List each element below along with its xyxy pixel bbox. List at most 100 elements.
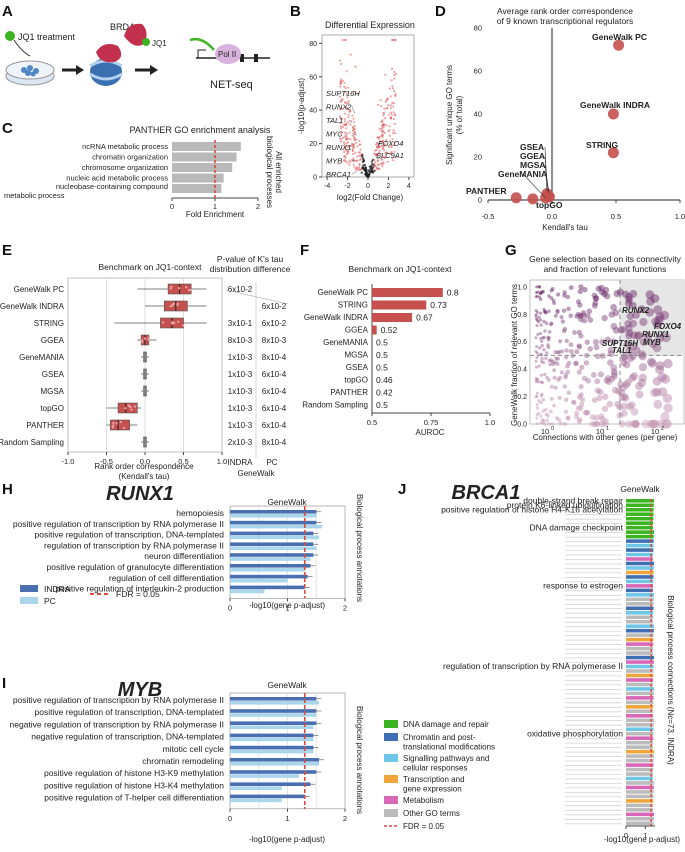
gene-point [629,289,638,298]
volcano-point [392,111,395,114]
gene-point [620,359,628,367]
highlighted-term-label: response to estrogen [543,581,623,591]
volcano-point [380,105,383,108]
chart-d-title-1: Average rank order correspondence [497,6,633,16]
volcano-point [345,92,348,96]
gene-point [555,308,560,313]
term-bar [626,548,654,552]
volcano-point [343,85,346,88]
volcano-point [352,117,355,120]
panel-letter-a: A [2,3,13,20]
y-tick-label: 0.8 [517,312,527,319]
panel-letter-i: I [2,675,6,692]
gene-point [584,410,590,416]
bar-pc [230,786,282,790]
gene-point [539,291,543,295]
gene-point [598,284,605,291]
gene-point [534,349,538,353]
gene-point [534,380,538,384]
gene-point [574,313,580,319]
pvalue-pc: 8x10-4 [262,353,287,362]
gene-point [577,302,583,308]
volcano-point [363,163,366,167]
gene-point [578,313,584,319]
gene-point [546,335,550,340]
data-point [527,193,539,205]
volcano-point [383,149,386,152]
term-bar [626,624,654,628]
volcano-point [342,123,345,126]
volcano-point [392,159,395,162]
bar [172,184,222,193]
gene-point [556,377,561,382]
gene-point [562,326,568,332]
volcano-point [353,124,356,128]
chart-d-title-2: of 9 known transcriptional regulators [497,16,634,26]
gene-title-brca1: BRCA1 [452,482,521,504]
gene-point [539,311,543,315]
category-label: negative regulation of transcription, DN… [31,732,224,742]
gene-point [549,288,554,293]
volcano-point [344,87,347,90]
arrowhead-icon-2 [150,65,158,75]
volcano-point [390,79,393,82]
term-bar [626,593,654,597]
gene-point [629,352,637,360]
gene-point [592,300,599,306]
gene-point [626,312,635,321]
y-tick-label: 0.2 [517,394,527,401]
volcano-point [344,101,347,104]
gene-point [635,382,644,391]
gene-point [535,356,539,360]
bar-indra [230,697,317,701]
volcano-point [375,143,378,146]
gene-point [589,414,596,421]
y-tick-label: 0 [313,175,317,182]
gene-point [587,346,593,352]
volcano-point [343,131,346,134]
highlighted-term-label: double-strand break repair [523,496,623,506]
volcano-point [386,106,389,109]
point-label: topGO [536,200,563,210]
volcano-point [352,152,355,156]
panel-letter-h: H [2,481,13,498]
x-tick-label: 0.0 [547,212,557,221]
gene-label-tal1: TAL1 [326,116,343,125]
gene-point [552,375,557,380]
volcano-point [368,172,371,175]
gene-point [626,402,634,411]
gene-point [576,299,581,305]
volcano-point [360,152,363,156]
panel-c: C PANTHER GO enrichment analysis ncRNA m… [2,120,283,219]
volcano-point [392,129,395,132]
gene-point [608,375,616,383]
gene-point [538,285,542,289]
gene-point [565,369,571,375]
bar-pc [230,514,317,518]
gene-point [576,369,582,375]
volcano-point [340,131,344,134]
pvalue-indra: 8x10-3 [228,336,253,345]
category-label: MGSA [40,387,64,396]
gene-point [661,419,671,429]
gene-point [571,400,577,405]
gene-point [539,414,543,418]
volcano-point [377,143,380,146]
term-bar [626,584,654,588]
gene-point [553,360,557,365]
volcano-point [359,143,362,146]
value-label: 0.73 [430,300,447,310]
jitter-point [129,405,132,409]
gene-point [638,352,647,361]
gene-point [535,294,539,298]
gene-point [581,318,588,324]
bar-indra [230,782,311,786]
gene-point [543,309,547,314]
term-bar [626,633,654,637]
value-label: 0.5 [376,350,388,360]
chart-e-plot: GeneWalk PC 6x10-2 GeneWalk INDRA 6x10-2 STR… [0,277,289,466]
x-tick-label: 1 [213,202,217,211]
gene-point [538,295,542,299]
gene-point [564,338,569,344]
chart-j-xlabel: -log10(gene p-adjust) [604,835,680,844]
